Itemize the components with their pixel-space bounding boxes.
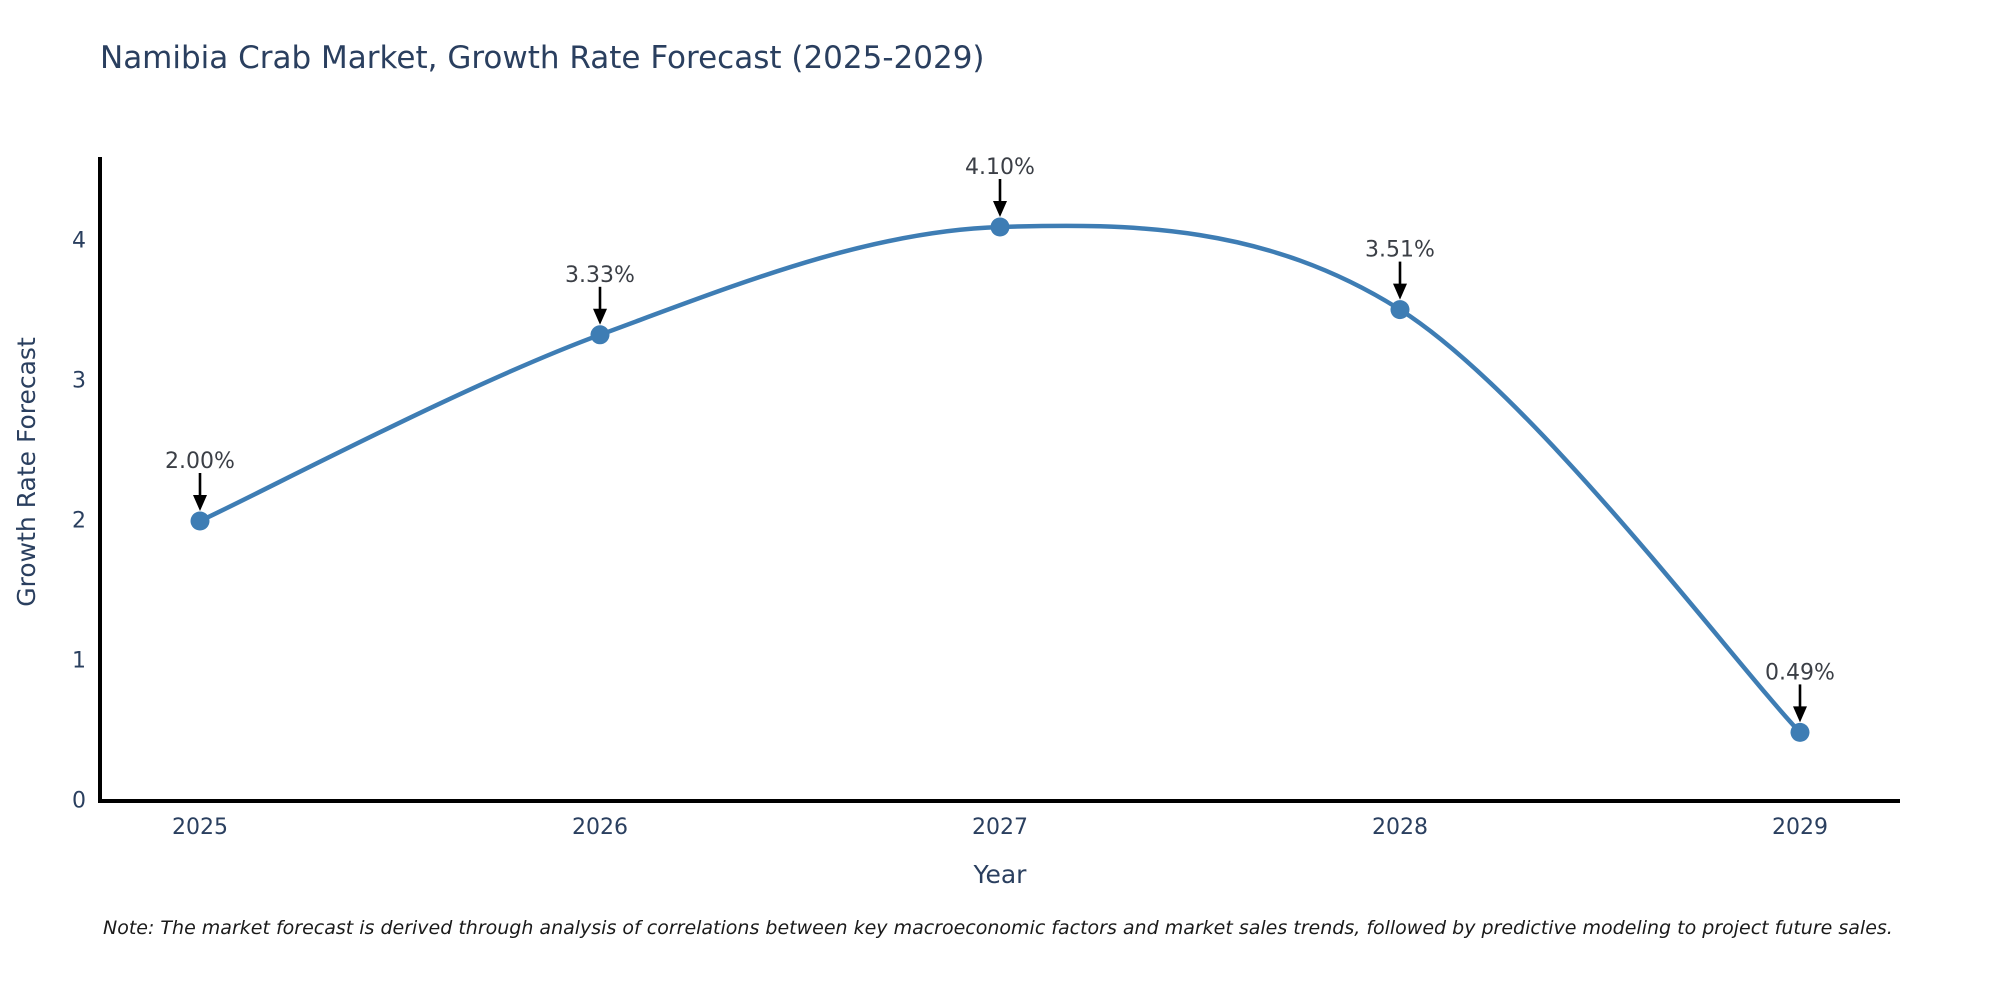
- data-point-marker: [1790, 722, 1810, 742]
- data-point-marker: [190, 511, 210, 531]
- annotation-arrowhead: [993, 201, 1007, 217]
- y-tick-label: 4: [72, 229, 86, 254]
- y-tick-label: 0: [72, 789, 86, 814]
- x-tick-label: 2026: [572, 815, 628, 840]
- data-point-label: 0.49%: [1765, 660, 1835, 685]
- x-tick-label: 2029: [1772, 815, 1828, 840]
- y-tick-label: 2: [72, 509, 86, 534]
- y-axis-title: Growth Rate Forecast: [12, 337, 41, 607]
- x-tick-label: 2025: [172, 815, 228, 840]
- annotation-arrowhead: [593, 308, 607, 325]
- forecast-line: [197, 223, 1803, 735]
- data-point-label: 2.00%: [165, 449, 235, 474]
- data-point-label: 3.51%: [1365, 238, 1435, 263]
- annotation-arrowhead: [1393, 283, 1407, 300]
- data-point-marker: [1390, 300, 1410, 320]
- x-tick-label: 2028: [1372, 815, 1428, 840]
- data-point-label: 4.10%: [965, 155, 1035, 180]
- x-axis-title: Year: [973, 860, 1027, 889]
- y-tick-label: 1: [72, 649, 86, 674]
- x-tick-label: 2027: [972, 815, 1028, 840]
- y-tick-label: 3: [72, 369, 86, 394]
- annotation-arrowhead: [193, 495, 207, 511]
- data-point-marker: [990, 217, 1010, 237]
- data-point-marker: [590, 325, 610, 345]
- annotation-arrowhead: [1793, 706, 1807, 723]
- data-point-label: 3.33%: [565, 263, 635, 288]
- chart-title: Namibia Crab Market, Growth Rate Forecas…: [100, 40, 985, 76]
- footnote: Note: The market forecast is derived thr…: [103, 917, 1893, 939]
